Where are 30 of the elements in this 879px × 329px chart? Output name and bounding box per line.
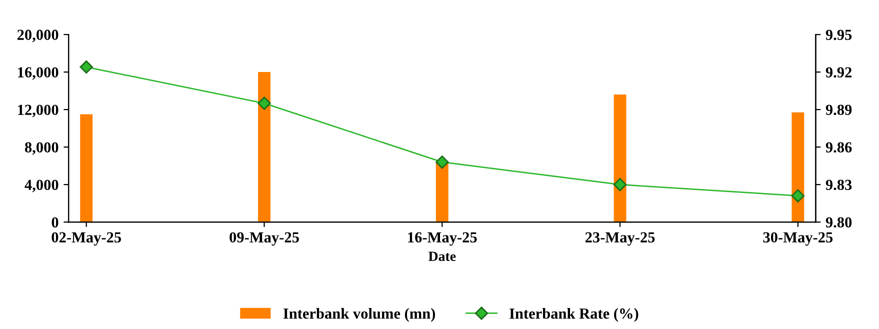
- y-tick-label: 16,000: [18, 67, 58, 80]
- x-tick-label: 30-May-25: [763, 232, 833, 246]
- bar: [792, 112, 804, 222]
- legend-label: Interbank volume (mn): [283, 308, 436, 322]
- x-tick-label: 23-May-25: [585, 232, 655, 246]
- y2-tick-label: 9.86: [826, 142, 852, 153]
- legend-label: Interbank Rate (%): [510, 308, 638, 322]
- y2-tick-label: 9.89: [826, 104, 852, 116]
- bar: [258, 72, 270, 222]
- bar: [614, 94, 626, 222]
- y-tick-label: 12,000: [18, 104, 58, 118]
- y-tick-label: 4,000: [24, 180, 58, 192]
- y-tick-label: 8,000: [24, 142, 58, 155]
- x-tick-label: 02-May-25: [52, 232, 122, 246]
- bar: [80, 114, 93, 222]
- point: [613, 178, 627, 192]
- x-axis-title: Date: [428, 252, 456, 261]
- y2-tick-label: 9.80: [826, 217, 852, 228]
- y-tick-label: 0: [52, 217, 58, 228]
- point: [258, 96, 271, 110]
- point: [791, 189, 805, 202]
- point: [80, 60, 93, 74]
- y2-tick-label: 9.83: [826, 180, 852, 190]
- x-tick-label: 16-May-25: [408, 232, 477, 246]
- y-tick-label: 20,000: [17, 30, 58, 42]
- point: [436, 155, 449, 169]
- x-tick-label: 09-May-25: [230, 232, 299, 246]
- y2-tick-label: 9.95: [826, 30, 852, 40]
- bar: [436, 162, 448, 222]
- y2-tick-label: 9.92: [826, 67, 852, 78]
